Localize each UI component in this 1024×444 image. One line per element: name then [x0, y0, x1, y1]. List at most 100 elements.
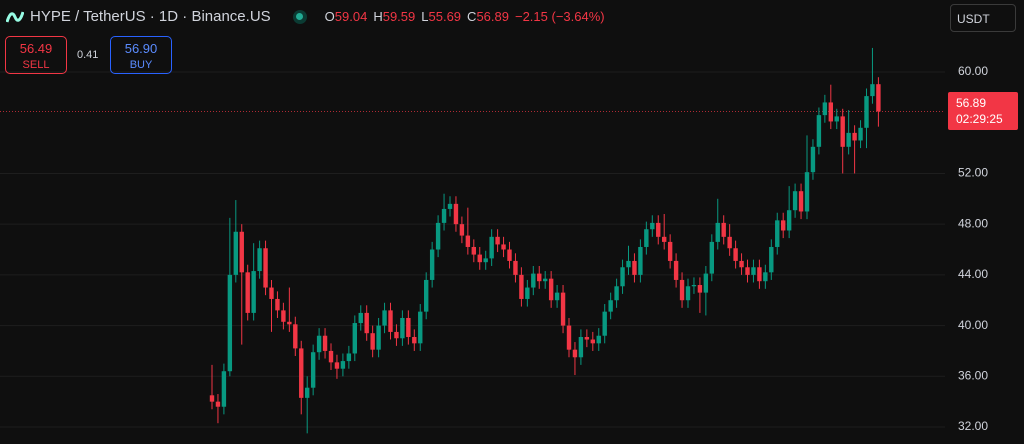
candle-body	[584, 336, 590, 340]
candle-body	[560, 292, 566, 326]
candle-body	[697, 285, 703, 293]
candle-body	[638, 246, 643, 275]
ohlc-item: L55.69	[421, 9, 461, 24]
candle-body	[852, 132, 857, 141]
candle-body	[489, 236, 494, 259]
candle-body	[840, 116, 845, 147]
candle-body	[566, 325, 572, 350]
candle-body	[364, 312, 369, 334]
candle-body	[745, 267, 750, 275]
ohlc-item: O59.04	[325, 9, 368, 24]
candle-body	[685, 286, 691, 301]
symbol: HYPE / TetherUS · 1D · Binance.US	[30, 8, 271, 25]
candle-body	[709, 241, 714, 274]
ohlc-value: 56.89	[476, 9, 509, 24]
y-tick-label: 36.00	[958, 368, 988, 382]
candle-body	[328, 350, 334, 363]
candle-body	[519, 274, 524, 299]
candle-body	[531, 273, 536, 288]
candle-body	[465, 235, 471, 247]
candle-body	[435, 222, 441, 250]
candle-body	[406, 317, 411, 337]
candle-body	[679, 279, 685, 301]
candle-body	[673, 260, 679, 280]
candle-body	[257, 248, 262, 272]
candle-body	[727, 236, 732, 249]
candle-body	[215, 401, 221, 407]
candle-body	[382, 310, 387, 326]
candle-body	[834, 116, 839, 122]
candle-body	[418, 311, 423, 344]
candle-body	[608, 300, 613, 312]
candle-body	[769, 246, 774, 273]
spread: 0.41	[77, 49, 99, 61]
y-tick-label: 48.00	[958, 216, 988, 230]
candle-body	[864, 96, 869, 128]
candle-body	[691, 285, 697, 287]
candle-body	[644, 229, 649, 247]
candle-body	[757, 267, 762, 282]
candle-body	[429, 249, 435, 280]
currency-select[interactable]: USDT	[950, 4, 1016, 32]
candle-body	[703, 273, 709, 293]
candle-body	[525, 287, 530, 299]
candle-body	[656, 222, 661, 237]
candle-body	[620, 267, 625, 287]
ohlc-item: C56.89	[467, 9, 509, 24]
candle-body	[614, 286, 619, 301]
candle-body	[233, 231, 238, 275]
candle-body	[251, 271, 256, 313]
ohlc-key: C	[467, 9, 477, 24]
candle-body	[424, 279, 429, 312]
candle-body	[346, 353, 352, 362]
buy-button[interactable]: 56.90 BUY	[110, 36, 172, 74]
candle-body	[739, 260, 744, 268]
candle-body	[239, 231, 244, 273]
candle-body	[858, 127, 863, 141]
y-tick-label: 44.00	[958, 267, 988, 281]
ohlc-key: H	[373, 9, 383, 24]
candle-body	[495, 236, 500, 245]
candle-body	[554, 292, 560, 301]
sell-price: 56.49	[19, 41, 53, 56]
candle-body	[876, 84, 881, 112]
ohlc-value: 59.59	[382, 9, 416, 24]
candle-body	[763, 272, 768, 282]
candle-body	[548, 278, 554, 301]
candle-body	[370, 333, 375, 350]
candle-body	[578, 336, 584, 358]
candle-body	[632, 260, 637, 275]
candle-body	[334, 362, 340, 369]
candle-body	[751, 267, 756, 275]
ohlc-value: 59.04	[334, 9, 368, 24]
candle-body	[322, 335, 328, 351]
candle-body	[310, 352, 316, 388]
candle-body	[650, 222, 655, 230]
candle-body	[316, 335, 322, 353]
candle-body	[715, 222, 720, 242]
ohlc-value: 55.69	[428, 9, 462, 24]
sell-button[interactable]: 56.49 SELL	[5, 36, 67, 74]
candle-body	[501, 244, 506, 250]
candle-body	[358, 312, 363, 324]
candle-body	[305, 387, 310, 398]
logo	[6, 11, 24, 22]
candle-body	[870, 84, 875, 97]
candle-body	[590, 339, 595, 344]
ohlc-key: O	[324, 9, 335, 24]
y-tick-label: 52.00	[958, 166, 988, 180]
candle-body	[459, 224, 465, 236]
buy-price: 56.90	[124, 41, 158, 56]
candle-body	[340, 361, 346, 369]
candle-body	[388, 310, 393, 332]
candle-body	[477, 254, 482, 263]
candle-body	[287, 321, 292, 325]
candle-body	[798, 191, 804, 212]
ohlc: O59.04 H59.59 L55.69 C56.89	[325, 9, 509, 24]
candle-body	[602, 311, 607, 336]
candle-body	[483, 258, 488, 263]
candle-body	[221, 371, 227, 407]
candle-body	[447, 203, 453, 209]
